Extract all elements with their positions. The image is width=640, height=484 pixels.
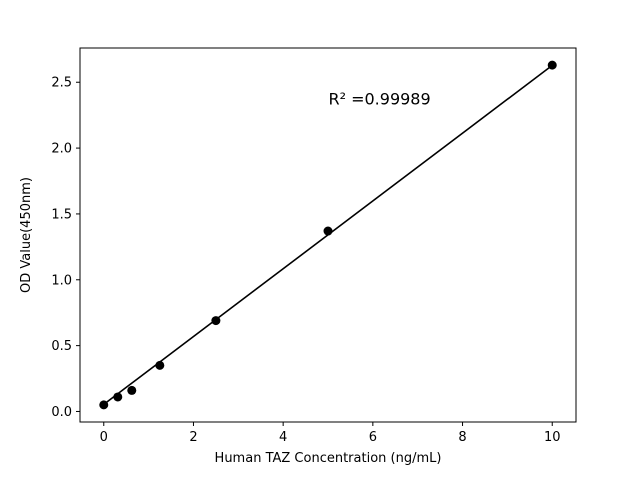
x-tick-label: 2: [189, 430, 197, 445]
x-tick-label: 6: [369, 430, 377, 445]
y-tick-label: 0.0: [51, 405, 72, 420]
x-tick-label: 10: [544, 430, 561, 445]
x-axis-label: Human TAZ Concentration (ng/mL): [215, 451, 442, 466]
data-point: [113, 392, 123, 402]
data-point: [99, 400, 109, 410]
x-tick-label: 8: [458, 430, 466, 445]
data-point: [547, 60, 557, 70]
y-tick-label: 1.0: [51, 273, 72, 288]
x-tick-label: 4: [279, 430, 287, 445]
data-point: [211, 316, 221, 326]
x-tick-label: 0: [100, 430, 108, 445]
data-point: [155, 360, 165, 370]
y-tick-label: 2.5: [51, 76, 72, 91]
data-point: [127, 385, 137, 395]
r-squared-annotation: R² =0.99989: [328, 90, 430, 109]
data-point: [323, 226, 333, 236]
plot-frame: [79, 47, 577, 423]
y-tick-label: 1.5: [51, 207, 72, 222]
y-axis-label: OD Value(450nm): [19, 177, 34, 293]
y-tick-label: 0.5: [51, 339, 72, 354]
y-tick-label: 2.0: [51, 142, 72, 157]
